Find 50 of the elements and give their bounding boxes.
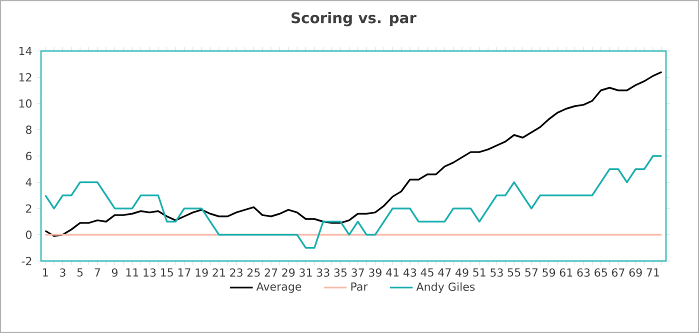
x-tick-label: 35 [334, 268, 347, 277]
y-tick-label: -2 [22, 256, 32, 266]
x-tick-label: 39 [368, 268, 382, 277]
y-tick-label: 14 [19, 46, 32, 56]
x-tick-label: 63 [577, 268, 590, 277]
x-tick-label: 19 [196, 268, 208, 277]
x-tick-label: 5 [77, 268, 83, 277]
x-tick-label: 57 [525, 268, 538, 277]
y-tick-label: 6 [26, 152, 32, 160]
legend-label: Andy Giles [416, 282, 475, 294]
x-tick-label: 9 [112, 268, 118, 277]
x-tick-label: 71 [646, 268, 659, 276]
x-tick-label: 13 [144, 268, 156, 277]
chart-title: Scoring vs. par [292, 12, 416, 26]
x-tick-label: 25 [247, 268, 260, 277]
x-tick-label: 69 [629, 268, 642, 277]
x-tick-label: 23 [230, 268, 242, 277]
legend-label: Average [256, 282, 302, 293]
y-tick-label: 2 [26, 204, 32, 213]
x-tick-label: 21 [212, 268, 225, 277]
x-tick-label: 49 [456, 268, 468, 277]
x-tick-label: 47 [438, 268, 451, 276]
x-tick-label: 3 [60, 268, 66, 277]
x-tick-label: 53 [490, 268, 503, 277]
x-tick-label: 37 [352, 268, 364, 277]
y-tick-label: 12 [19, 73, 32, 82]
x-tick-label: 29 [282, 268, 295, 277]
legend-label: Par [351, 282, 368, 291]
x-tick-label: 59 [542, 268, 556, 277]
x-tick-label: 31 [300, 268, 312, 277]
x-tick-label: 65 [594, 268, 607, 277]
x-tick-label: 43 [403, 268, 416, 277]
x-tick-label: 33 [316, 268, 330, 277]
x-tick-label: 7 [94, 268, 100, 276]
x-tick-label: 67 [612, 268, 624, 277]
x-tick-label: 11 [126, 268, 138, 276]
x-tick-label: 15 [161, 268, 173, 277]
y-tick-label: 4 [26, 178, 32, 186]
y-tick-label: 8 [26, 126, 32, 134]
x-tick-label: 1 [43, 268, 48, 276]
x-tick-label: 41 [386, 268, 399, 276]
x-tick-label: 51 [473, 268, 486, 277]
x-tick-label: 61 [560, 268, 572, 277]
line-series [44, 71, 663, 237]
x-tick-label: 17 [178, 268, 190, 276]
y-tick-label: 0 [26, 230, 32, 239]
x-tick-label: 27 [264, 268, 278, 277]
y-tick-label: 10 [19, 99, 32, 108]
x-tick-label: 55 [508, 268, 520, 277]
x-tick-label: 45 [420, 268, 434, 277]
